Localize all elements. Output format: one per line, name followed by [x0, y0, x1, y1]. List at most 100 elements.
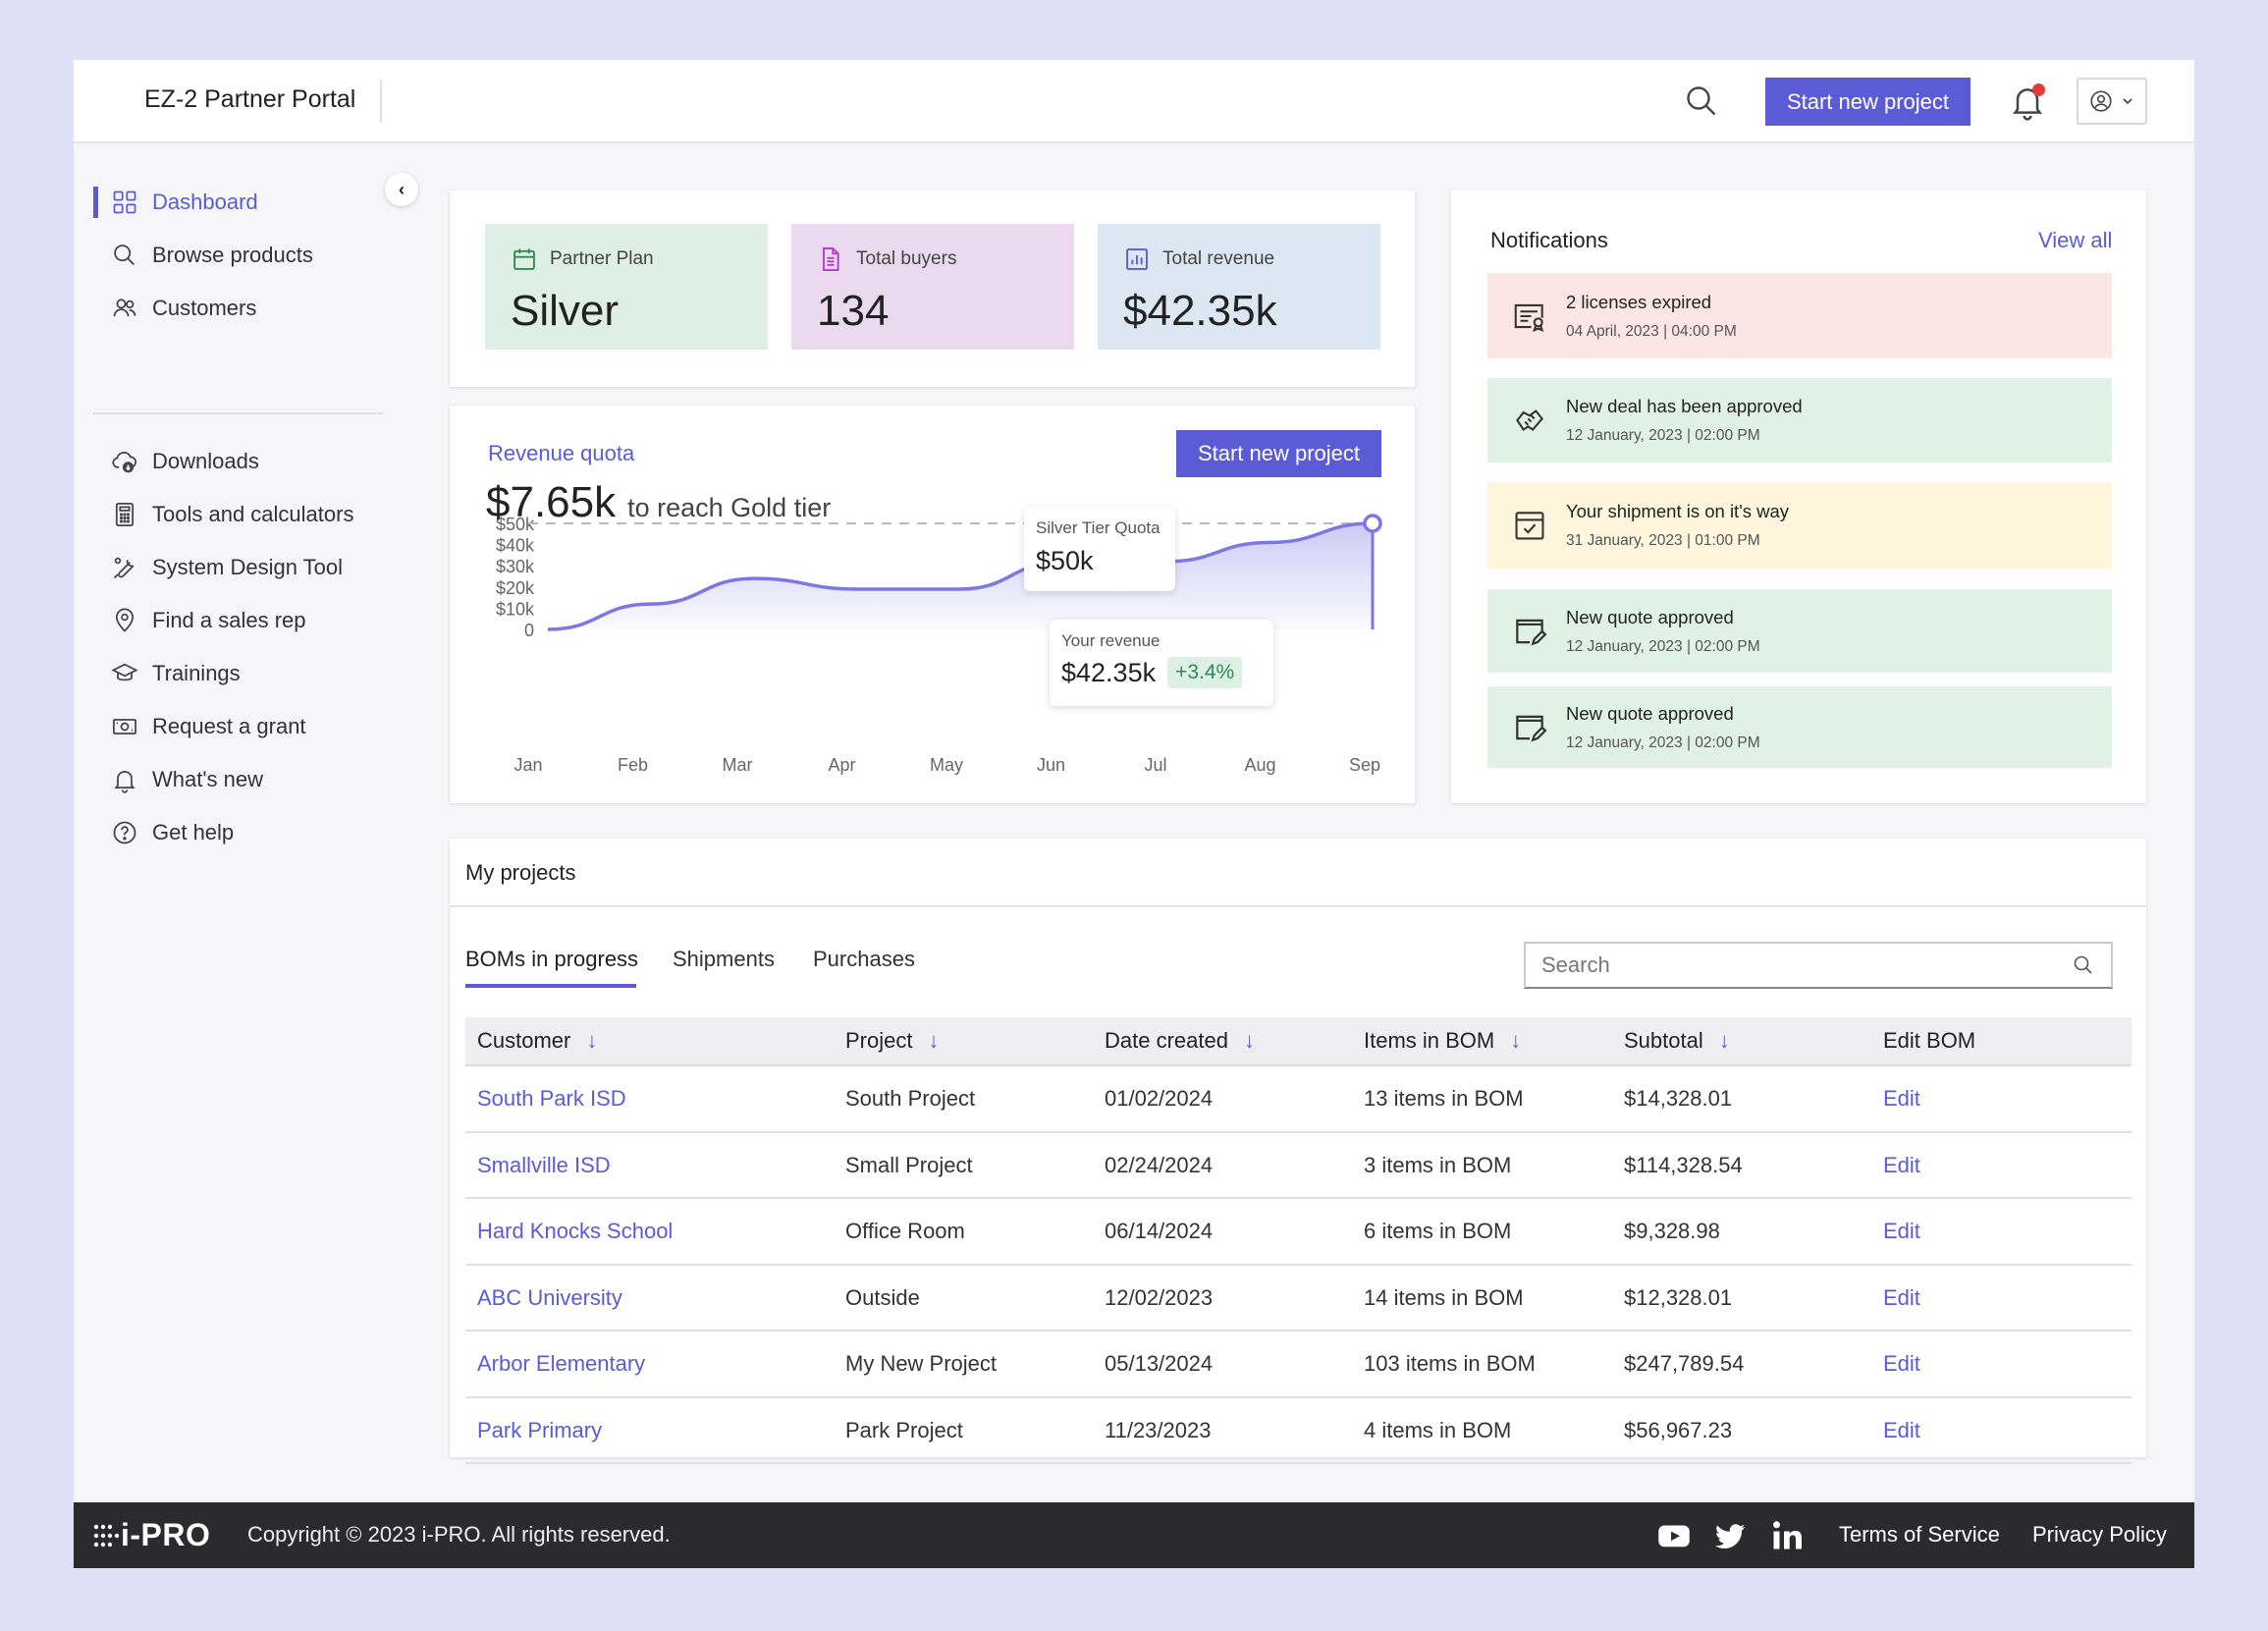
- sort-arrow-icon[interactable]: ↓: [1510, 1028, 1522, 1053]
- customer-link[interactable]: ABC University: [477, 1284, 622, 1310]
- edit-link[interactable]: Edit: [1883, 1351, 1920, 1376]
- sidebar-item-trainings[interactable]: Trainings: [111, 654, 241, 693]
- search-icon: [114, 245, 135, 265]
- tab-boms-in-progress[interactable]: BOMs in progress: [465, 947, 639, 971]
- edit-link[interactable]: Edit: [1883, 1152, 1920, 1177]
- edit-link[interactable]: Edit: [1883, 1086, 1920, 1111]
- revenue-quota-card: $50k $40k $30k $20k $10k 0 Jan Feb Mar Apr May Jun J…: [450, 406, 1415, 803]
- items-cell: 4 items in BOM: [1364, 1417, 1512, 1442]
- sort-arrow-icon[interactable]: ↓: [586, 1028, 598, 1053]
- items-cell: 13 items in BOM: [1364, 1086, 1524, 1111]
- graduation-cap-icon: [111, 663, 138, 681]
- revenue-amount-value: $7.65k: [486, 478, 617, 526]
- sidebar-item-get-help[interactable]: Get help: [111, 813, 234, 852]
- stat-total-buyers: Total buyers 134: [791, 224, 1074, 350]
- handshake-icon: [1516, 409, 1544, 431]
- revenue-amount-suffix: to reach Gold tier: [627, 493, 832, 522]
- active-indicator: [93, 187, 98, 218]
- sidebar-item-downloads[interactable]: Downloads: [111, 442, 259, 481]
- copyright-text: Copyright © 2023 i-PRO. All rights reser…: [247, 1522, 671, 1547]
- customer-link[interactable]: Hard Knocks School: [477, 1219, 674, 1243]
- edit-document-icon: [1516, 715, 1547, 741]
- edit-link[interactable]: Edit: [1883, 1284, 1920, 1310]
- privacy-link[interactable]: Privacy Policy: [2032, 1522, 2167, 1547]
- customer-link[interactable]: Park Primary: [477, 1417, 603, 1442]
- header-start-project-button[interactable]: Start new project: [1765, 78, 1971, 126]
- sidebar-item-label: System Design Tool: [152, 555, 344, 579]
- notification-item[interactable]: New quote approved 12 January, 2023 | 02…: [1487, 686, 2112, 768]
- y-tick-label: 0: [524, 621, 534, 640]
- stat-label: Partner Plan: [550, 248, 654, 269]
- user-menu-button[interactable]: [2077, 78, 2147, 125]
- sidebar-item-dashboard[interactable]: Dashboard: [111, 183, 258, 222]
- customer-link[interactable]: Smallville ISD: [477, 1152, 611, 1177]
- linkedin-icon[interactable]: [1769, 1518, 1805, 1553]
- column-label: Date created: [1105, 1028, 1228, 1053]
- notification-item[interactable]: 2 licenses expired 04 April, 2023 | 04:0…: [1487, 273, 2112, 358]
- sidebar-item-label: Find a sales rep: [152, 608, 306, 632]
- subtotal-cell: $247,789.54: [1624, 1351, 1745, 1376]
- sidebar-item-browse-products[interactable]: Browse products: [111, 236, 313, 275]
- customer-link[interactable]: Arbor Elementary: [477, 1351, 646, 1376]
- project-cell: Park Project: [845, 1417, 963, 1442]
- revenue-start-project-button[interactable]: Start new project: [1176, 430, 1381, 477]
- column-date-created[interactable]: Date created ↓: [1105, 1028, 1255, 1054]
- stat-partner-plan: Partner Plan Silver: [485, 224, 768, 350]
- column-subtotal[interactable]: Subtotal ↓: [1624, 1028, 1730, 1054]
- sidebar-item-system-design-tool[interactable]: System Design Tool: [111, 548, 343, 587]
- my-projects-card: My projects BOMs in progress Shipments P…: [450, 839, 2146, 1464]
- search-icon[interactable]: [1684, 83, 1719, 119]
- table-row: Park Primary Park Project 11/23/2023 4 item…: [465, 1398, 2132, 1464]
- notification-title: 2 licenses expired: [1566, 291, 1712, 312]
- edit-link[interactable]: Edit: [1883, 1219, 1920, 1243]
- collapse-sidebar-button[interactable]: ‹: [385, 173, 418, 206]
- tab-purchases[interactable]: Purchases: [813, 947, 915, 971]
- column-label: Subtotal: [1624, 1028, 1703, 1053]
- cloud-download-icon: [112, 451, 137, 473]
- sidebar-item-request-grant[interactable]: Request a grant: [111, 707, 306, 746]
- sidebar-item-tools-calculators[interactable]: Tools and calculators: [111, 495, 353, 534]
- x-tick-label: Mar: [723, 755, 753, 775]
- terms-link[interactable]: Terms of Service: [1839, 1522, 2000, 1547]
- stat-label: Total buyers: [856, 248, 957, 269]
- y-tick-label: $10k: [496, 599, 535, 619]
- tab-shipments[interactable]: Shipments: [673, 947, 775, 971]
- column-items-in-bom[interactable]: Items in BOM ↓: [1364, 1028, 1521, 1054]
- sidebar-item-customers[interactable]: Customers: [111, 289, 256, 328]
- sidebar: ‹ Dashboard Browse products Customers: [74, 145, 418, 1500]
- x-tick-label: Apr: [828, 755, 855, 775]
- date-cell: 11/23/2023: [1105, 1417, 1212, 1442]
- notification-item[interactable]: New quote approved 12 January, 2023 | 02…: [1487, 589, 2112, 673]
- stats-card: Partner Plan Silver Total buyers 134 Tot…: [450, 190, 1415, 387]
- sort-arrow-icon[interactable]: ↓: [928, 1028, 940, 1053]
- sidebar-item-whats-new[interactable]: What's new: [111, 760, 263, 799]
- ipro-logo: i-PRO: [93, 1517, 210, 1553]
- tool-icon: [113, 557, 135, 579]
- bell-icon[interactable]: [2008, 82, 2047, 121]
- column-project[interactable]: Project ↓: [845, 1028, 939, 1054]
- revenue-quota-title: Revenue quota: [488, 441, 635, 465]
- notification-item[interactable]: New deal has been approved 12 January, 2…: [1487, 378, 2112, 462]
- edit-link[interactable]: Edit: [1883, 1417, 1920, 1442]
- twitter-icon[interactable]: [1712, 1518, 1748, 1553]
- customer-link[interactable]: South Park ISD: [477, 1086, 626, 1111]
- youtube-icon[interactable]: [1656, 1518, 1692, 1553]
- stat-value: Silver: [511, 287, 620, 335]
- stat-total-revenue: Total revenue $42.35k: [1098, 224, 1380, 350]
- sidebar-item-label: Get help: [152, 820, 235, 844]
- sort-arrow-icon[interactable]: ↓: [1718, 1028, 1730, 1053]
- sidebar-item-label: Customers: [152, 296, 257, 320]
- column-customer[interactable]: Customer ↓: [477, 1028, 597, 1054]
- subtotal-cell: $14,328.01: [1624, 1086, 1733, 1111]
- view-all-link[interactable]: View all: [2038, 228, 2113, 252]
- sort-arrow-icon[interactable]: ↓: [1243, 1028, 1255, 1053]
- search-input[interactable]: Search: [1524, 942, 2113, 989]
- subtotal-cell: $114,328.54: [1624, 1152, 1743, 1177]
- search-icon: [2074, 955, 2092, 974]
- notification-item[interactable]: Your shipment is on it's way 31 January,…: [1487, 482, 2112, 569]
- top-header: EZ-2 Partner Portal Start new project: [74, 60, 2194, 143]
- sidebar-item-find-sales-rep[interactable]: Find a sales rep: [111, 601, 306, 640]
- sidebar-item-label: Trainings: [152, 661, 241, 685]
- sidebar-item-label: What's new: [152, 767, 264, 791]
- x-tick-label: Sep: [1349, 755, 1380, 775]
